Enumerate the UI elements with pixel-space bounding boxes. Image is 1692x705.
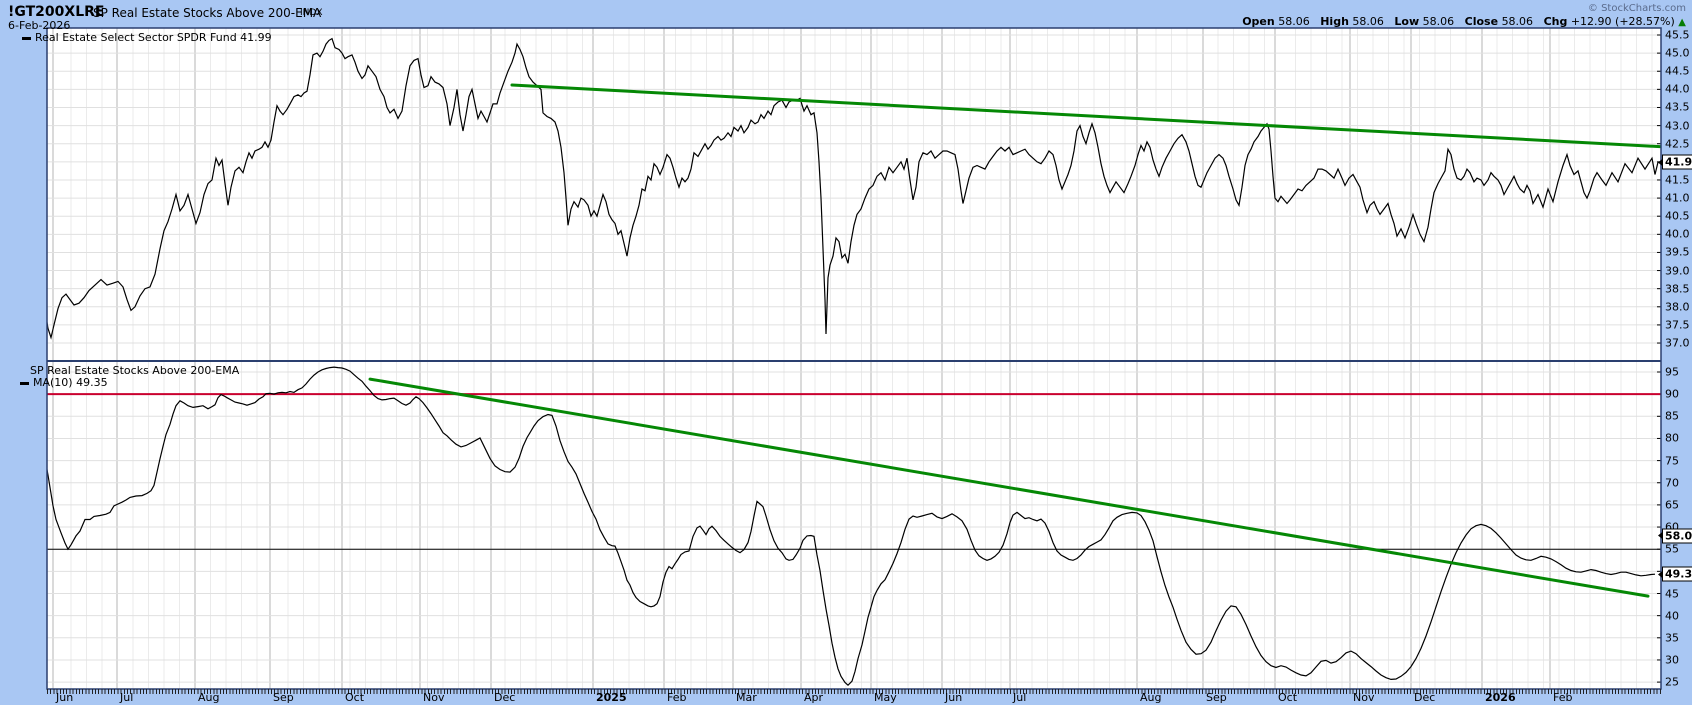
month-label-Oct: Oct — [1278, 691, 1298, 704]
high-value: 58.06 — [1352, 15, 1384, 28]
month-label-Jun: Jun — [945, 691, 963, 704]
price-ytick-39.5: 39.5 — [1665, 245, 1690, 259]
month-label-Jun: Jun — [56, 691, 74, 704]
indicator-ytick-55: 55 — [1665, 542, 1679, 556]
price-legend-text: Real Estate Select Sector SPDR Fund 41.9… — [35, 31, 272, 44]
chg-value: +12.90 (+28.57%) — [1570, 15, 1675, 28]
indicator-ytick-30: 30 — [1665, 653, 1679, 667]
price-ytick-41.0: 41.0 — [1665, 191, 1690, 205]
month-label-May: May — [874, 691, 897, 704]
low-label: Low — [1394, 15, 1420, 28]
price-ytick-38.0: 38.0 — [1665, 300, 1690, 314]
price-legend: Real Estate Select Sector SPDR Fund 41.9… — [22, 31, 272, 44]
up-arrow-icon: ▲ — [1678, 17, 1686, 28]
indicator-ma-legend: MA(10) 49.35 — [20, 376, 108, 389]
price-last-value-badge: 41.99 — [1658, 154, 1692, 170]
symbol-label: !GT200XLRE — [8, 4, 105, 20]
month-label-Feb: Feb — [1553, 691, 1573, 704]
month-label-2025: 2025 — [596, 691, 627, 704]
close-value: 58.06 — [1501, 15, 1534, 28]
month-label-Sep: Sep — [273, 691, 294, 704]
indicator-ytick-25: 25 — [1665, 675, 1679, 689]
indicator-ytick-70: 70 — [1665, 476, 1679, 490]
indicator-title-text: SP Real Estate Stocks Above 200-EMA — [30, 364, 240, 377]
ma-legend-text: MA(10) 49.35 — [33, 376, 108, 389]
price-ytick-43.0: 43.0 — [1665, 119, 1690, 133]
price-ytick-42.5: 42.5 — [1665, 137, 1690, 151]
open-label: Open — [1242, 15, 1275, 28]
price-ytick-40.0: 40.0 — [1665, 227, 1690, 241]
chg-label: Chg — [1543, 15, 1568, 28]
ma-last-value-badge: 49.35 — [1658, 566, 1692, 582]
chart-date: 6-Feb-2026 — [8, 19, 71, 32]
month-label-Mar: Mar — [736, 691, 757, 704]
price-ytick-44.5: 44.5 — [1665, 64, 1690, 78]
month-label-Nov: Nov — [1353, 691, 1375, 704]
daily-tick-strip — [47, 689, 1661, 694]
indicator-ytick-40: 40 — [1665, 609, 1679, 623]
indicator-title: SP Real Estate Stocks Above 200-EMA — [30, 364, 239, 377]
price-ytick-44.0: 44.0 — [1665, 82, 1690, 96]
price-ytick-37.5: 37.5 — [1665, 318, 1690, 332]
indicator-ytick-85: 85 — [1665, 409, 1679, 423]
month-label-Dec: Dec — [494, 691, 516, 704]
price-ytick-45.5: 45.5 — [1665, 28, 1690, 42]
ma-line-swatch-icon — [20, 381, 29, 385]
high-label: High — [1320, 15, 1349, 28]
exchange-label: INDX — [300, 8, 323, 18]
price-ytick-40.5: 40.5 — [1665, 209, 1690, 223]
month-label-Aug: Aug — [198, 691, 220, 704]
plot-background — [47, 28, 1661, 689]
copyright-label: © StockCharts.com — [1587, 3, 1686, 14]
month-label-Nov: Nov — [423, 691, 445, 704]
indicator-ytick-80: 80 — [1665, 431, 1679, 445]
indicator-ytick-65: 65 — [1665, 498, 1679, 512]
month-label-Feb: Feb — [667, 691, 687, 704]
indicator-last-value-badge: 58.06 — [1658, 528, 1692, 544]
chart-title: SP Real Estate Stocks Above 200-EMA — [93, 6, 322, 20]
indicator-ytick-75: 75 — [1665, 454, 1679, 468]
indicator-ytick-45: 45 — [1665, 587, 1679, 600]
indicator-ytick-95: 95 — [1665, 365, 1679, 379]
month-label-2026: 2026 — [1485, 691, 1516, 704]
price-line-swatch-icon — [22, 36, 31, 40]
month-label-Sep: Sep — [1206, 691, 1227, 704]
open-value: 58.06 — [1278, 15, 1310, 28]
low-value: 58.06 — [1422, 15, 1455, 28]
price-ytick-43.5: 43.5 — [1665, 100, 1690, 114]
month-label-Jul: Jul — [120, 691, 134, 704]
month-label-Jul: Jul — [1013, 691, 1027, 704]
indicator-ytick-90: 90 — [1665, 387, 1679, 401]
price-ytick-37.0: 37.0 — [1665, 336, 1690, 350]
month-label-Dec: Dec — [1414, 691, 1436, 704]
close-label: Close — [1464, 15, 1499, 28]
price-ytick-45.0: 45.0 — [1665, 46, 1690, 60]
price-ytick-41.5: 41.5 — [1665, 173, 1690, 187]
month-label-Aug: Aug — [1140, 691, 1162, 704]
price-ytick-38.5: 38.5 — [1665, 282, 1690, 296]
month-label-Oct: Oct — [345, 691, 365, 704]
month-label-Apr: Apr — [804, 691, 824, 704]
indicator-ytick-35: 35 — [1665, 631, 1679, 645]
ohlc-quote: Open 58.06 High 58.06 Low 58.06 Close 58… — [1235, 15, 1686, 28]
price-ytick-39.0: 39.0 — [1665, 264, 1690, 278]
